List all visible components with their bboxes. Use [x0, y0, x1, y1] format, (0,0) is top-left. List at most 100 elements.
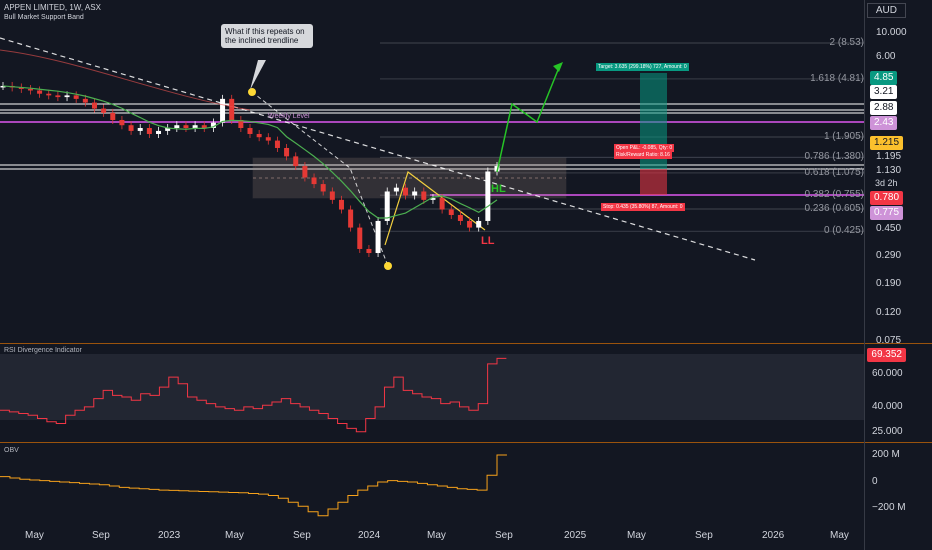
weekly-level-label: Weekly Level [268, 113, 310, 120]
price-tick-7: 0.290 [876, 250, 902, 261]
obv-panel-title: OBV [4, 447, 19, 454]
candle [27, 88, 33, 91]
rsi-tick-0: 60.000 [872, 367, 903, 379]
rsi-tick-1: 40.000 [872, 400, 903, 412]
price-tick-0: 10.000 [876, 27, 907, 38]
target-label: Target: 3.635 (299.18%) 727, Amount: 0 [596, 63, 689, 71]
candle [64, 95, 70, 98]
fib-label-7: 0 (0.425) [823, 225, 864, 237]
rsi-panel-title: RSI Divergence Indicator [4, 347, 82, 354]
candle [238, 119, 244, 129]
candle [229, 98, 235, 120]
price-tick-9: 0.120 [876, 307, 902, 318]
candle [412, 191, 418, 196]
candle [384, 191, 390, 221]
candle [165, 128, 171, 131]
candle [311, 177, 317, 185]
candle [210, 122, 216, 129]
candle [46, 93, 52, 96]
candle [421, 191, 427, 200]
candle [329, 191, 335, 200]
candle [375, 220, 381, 254]
price-panel [0, 0, 864, 343]
time-tick-6: May [427, 530, 446, 541]
price-tag-5: 0.780 [870, 191, 904, 205]
candle [247, 128, 253, 134]
rsi-band [0, 354, 864, 420]
candle [128, 125, 134, 131]
candle [485, 171, 491, 221]
time-tick-2: 2023 [158, 530, 181, 541]
time-tick-11: 2026 [762, 530, 785, 541]
countdown: 3d 2h [875, 178, 898, 188]
candle [110, 112, 116, 120]
symbol-title: APPEN LIMITED, 1W, ASX [4, 3, 101, 12]
candle [37, 90, 43, 94]
time-tick-10: Sep [695, 530, 713, 541]
time-tick-7: Sep [495, 530, 513, 541]
candle [201, 125, 207, 129]
candle [302, 166, 308, 178]
indicator-name: Bull Market Support Band [4, 14, 84, 21]
candle [91, 102, 97, 109]
price-tick-8: 0.190 [876, 278, 902, 289]
fib-label-3: 0.786 (1.380) [804, 151, 865, 163]
price-tag-1: 3.21 [870, 85, 898, 99]
price-tag-4: 1.215 [870, 136, 904, 150]
price-tag-0: 4.85 [870, 71, 898, 85]
time-tick-1: Sep [92, 530, 110, 541]
candle [0, 85, 6, 88]
time-tick-3: May [225, 530, 244, 541]
candle [192, 125, 198, 129]
candle [448, 209, 454, 215]
time-tick-12: May [830, 530, 849, 541]
rsi-line [0, 357, 507, 433]
candle [348, 209, 354, 228]
yellow-swing-line [384, 171, 486, 246]
projection-arrow-head [553, 62, 563, 72]
candle [293, 156, 299, 167]
low-marker [384, 262, 392, 270]
obv-line [0, 454, 507, 517]
candle [366, 248, 372, 254]
candle [274, 140, 280, 148]
support-band-ma [2, 85, 498, 219]
candle [265, 137, 271, 141]
price-tag-6: 0.775 [870, 206, 904, 220]
callout-pointer [250, 60, 266, 90]
rr-label: Risk/Reward Ratio: 8.16 [614, 151, 672, 159]
time-tick-0: May [25, 530, 44, 541]
candle [156, 130, 162, 134]
currency-button[interactable]: AUD [866, 3, 906, 18]
fib-label-0: 2 (8.53) [829, 36, 864, 48]
fib-label-2: 1 (1.905) [823, 131, 864, 143]
price-tag-3: 2.43 [870, 116, 898, 130]
candle [183, 125, 189, 129]
obv-tick-2: −200 M [872, 502, 906, 513]
candle [55, 95, 61, 98]
obv-tick-0: 200 M [872, 449, 900, 460]
stop-label: Stop: 0.435 (35.80%) 87, Amount: 0 [601, 203, 685, 211]
rsi-tick-2: 25.000 [872, 425, 903, 437]
stop-zone [640, 169, 667, 195]
time-tick-5: 2024 [358, 530, 381, 541]
fib-label-6: 0.236 (0.605) [804, 203, 865, 214]
support-band-ema [0, 49, 251, 111]
candle [146, 128, 152, 134]
time-tick-9: May [627, 530, 646, 541]
candle [220, 98, 226, 123]
price-tick-5: 1.130 [876, 165, 902, 176]
fib-label-1: 1.618 (4.81) [810, 72, 864, 84]
price-tag-2: 2.88 [870, 101, 898, 115]
candle [18, 87, 24, 89]
candle [357, 227, 363, 249]
fib-label-4: 0.618 (1.075) [804, 166, 865, 178]
candle [320, 184, 326, 192]
projection-arrow-line [496, 64, 561, 173]
candle [137, 128, 143, 131]
candle [439, 198, 445, 210]
candle [284, 147, 290, 157]
candle [457, 214, 463, 221]
fib-label-5: 0.382 (0.755) [804, 189, 865, 201]
